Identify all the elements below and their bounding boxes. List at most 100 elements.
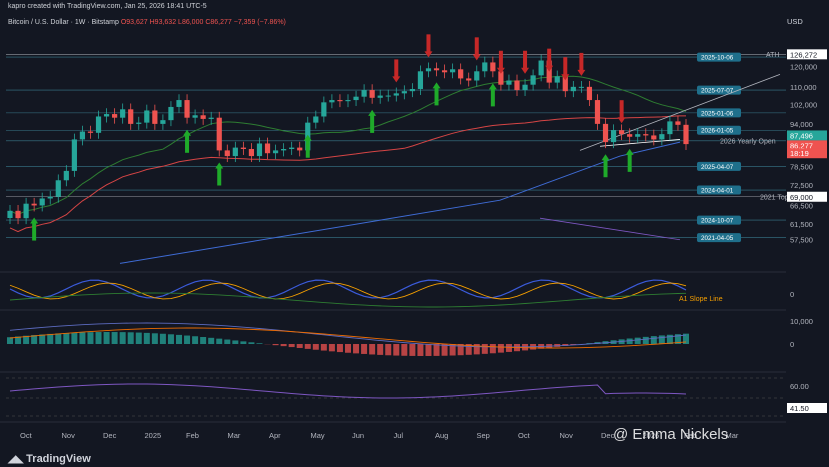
osc2-hist-bar xyxy=(200,337,207,344)
candle-body xyxy=(586,86,593,101)
publisher-label: kapro created with TradingView.com, Jan … xyxy=(8,3,207,10)
sell-arrow-shaft xyxy=(426,34,431,53)
candle-body xyxy=(23,203,29,219)
osc2-hist-bar xyxy=(296,344,303,348)
candle-body xyxy=(610,130,617,143)
candle-body xyxy=(401,91,407,94)
tradingview-logo-icon: ◢◣ xyxy=(8,454,27,465)
sell-arrow-shaft xyxy=(563,57,568,76)
candle-body xyxy=(498,71,504,85)
buy-arrow-shaft xyxy=(305,139,310,158)
osc2-hist-bar xyxy=(481,344,488,354)
symbol-name[interactable]: Bitcoin / U.S. Dollar · 1W · Bitstamp xyxy=(8,19,119,26)
date-tag-label: 2024-04-01 xyxy=(701,188,734,195)
candle-body xyxy=(667,121,673,135)
osc2-tick: 10,000 xyxy=(790,317,813,326)
sell-arrow-head xyxy=(561,74,570,81)
time-axis-tick: May xyxy=(311,431,325,440)
time-axis-tick: Apr xyxy=(269,431,281,440)
osc2-hist-bar xyxy=(497,344,504,353)
osc2-hist-bar xyxy=(15,336,22,344)
osc2-hist-bar xyxy=(562,344,569,346)
sell-arrow-head xyxy=(424,51,433,58)
candle-body xyxy=(224,150,230,157)
candle-body xyxy=(128,109,134,124)
osc2-hist-bar xyxy=(47,333,54,344)
osc1-blue-line xyxy=(9,279,687,299)
countdown-tag: 18:19 xyxy=(790,149,809,158)
date-tag-label: 2025-01-06 xyxy=(701,110,734,117)
symbol-legend: Bitcoin / U.S. Dollar · 1W · Bitstamp O9… xyxy=(8,19,286,26)
osc2-hist-bar xyxy=(280,344,287,347)
candle-body xyxy=(248,148,255,157)
osc2-hist-bar xyxy=(103,332,110,344)
candle-body xyxy=(651,135,657,140)
candle-body xyxy=(289,147,295,149)
candle-body xyxy=(79,131,86,140)
price-line-label: 2021 Top xyxy=(760,194,789,201)
candle-body xyxy=(627,134,633,137)
buy-arrow-shaft xyxy=(370,114,375,133)
osc2-hist-bar xyxy=(167,334,174,344)
candle-body xyxy=(103,114,110,117)
buy-arrow-shaft xyxy=(217,167,222,186)
osc2-hist-bar xyxy=(248,342,255,344)
date-tag-background xyxy=(697,185,741,195)
candle-body xyxy=(635,134,641,137)
candle-body xyxy=(216,117,222,151)
candle-body xyxy=(482,62,488,72)
ohlc-close: C86,277 xyxy=(205,19,232,26)
osc2-hist-bar xyxy=(345,344,351,353)
osc2-hist-bar xyxy=(473,344,480,355)
osc2-hist-bar xyxy=(63,332,70,344)
time-axis-tick: Feb xyxy=(684,431,697,440)
osc2-hist-bar xyxy=(658,335,665,344)
buy-arrow-shaft xyxy=(434,87,439,106)
buy-arrow-shaft xyxy=(490,88,495,107)
2021-top-tag-bg xyxy=(787,191,827,202)
candle-body xyxy=(514,80,520,91)
candle-body xyxy=(369,90,375,98)
candle-body xyxy=(490,62,496,72)
osc2-hist-bar xyxy=(642,336,649,344)
candle-body xyxy=(393,93,399,96)
osc2-hist-bar xyxy=(401,344,408,356)
osc2-hist-bar xyxy=(216,338,223,344)
candle-body xyxy=(31,203,37,206)
candle-body xyxy=(71,139,77,171)
osc2-hist-bar xyxy=(417,344,424,356)
osc2-hist-bar xyxy=(143,332,150,344)
osc2-hist-bar xyxy=(224,339,231,344)
time-axis-tick: Mar xyxy=(228,431,241,440)
sell-arrow-shaft xyxy=(394,59,399,78)
candle-body xyxy=(313,116,319,123)
osc2-hist-bar xyxy=(111,332,118,344)
date-tag-background xyxy=(697,52,741,62)
osc2-hist-bar xyxy=(23,335,30,344)
rsi-line xyxy=(9,383,687,399)
candle-body xyxy=(377,95,383,98)
candle-body xyxy=(458,69,464,79)
price-axis-background xyxy=(787,14,829,446)
date-tag-label: 2026-01-05 xyxy=(701,128,734,135)
sell-arrow-shaft xyxy=(523,50,528,69)
osc2-hist-bar xyxy=(119,332,126,344)
candle-body xyxy=(281,148,287,151)
candle-body xyxy=(450,69,456,73)
date-tag-label: 2024-10-07 xyxy=(701,218,734,225)
candle-body xyxy=(168,106,174,121)
candle-body xyxy=(55,180,61,197)
price-axis-tick: 61,500 xyxy=(790,220,813,229)
currency-label[interactable]: USD xyxy=(787,17,803,26)
osc2-hist-bar xyxy=(666,334,673,344)
ma-200-line xyxy=(119,141,681,264)
candle-body xyxy=(208,117,214,119)
candle-body xyxy=(530,75,536,85)
tradingview-logo[interactable]: ◢◣ TradingView xyxy=(8,453,91,465)
time-axis-tick: Oct xyxy=(518,431,531,440)
date-tag-background xyxy=(697,233,741,243)
osc2-hist-bar xyxy=(328,344,335,352)
date-tag-label: 2021-04-05 xyxy=(701,235,734,242)
buy-arrow-shaft xyxy=(32,222,37,241)
